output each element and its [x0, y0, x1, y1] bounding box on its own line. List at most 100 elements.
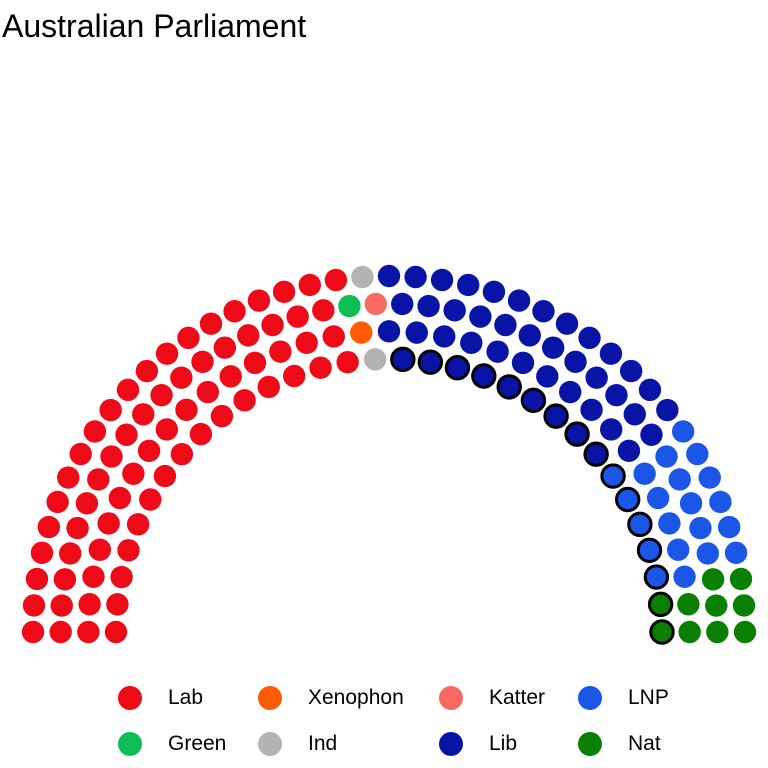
- seat-lab: [237, 324, 260, 347]
- seat-lnp: [724, 541, 748, 564]
- legend-item-ind: Ind: [258, 722, 337, 766]
- seat-lnp: [600, 463, 626, 489]
- seat-lib: [532, 300, 555, 323]
- legend-item-lib: Lib: [439, 722, 517, 766]
- seat-lib: [638, 378, 662, 402]
- seat-lnp: [717, 515, 741, 539]
- seat-lib: [390, 346, 416, 373]
- legend-label: LNP: [628, 686, 669, 709]
- seat-lab: [336, 350, 359, 374]
- seat-lib: [541, 336, 565, 359]
- seat-lab: [233, 389, 256, 412]
- seat-lab: [106, 593, 129, 616]
- seat-lib: [656, 398, 679, 422]
- seat-green: [338, 294, 361, 318]
- seat-lnp: [679, 492, 703, 515]
- seat-lnp: [671, 420, 695, 443]
- seat-lnp: [643, 564, 670, 590]
- legend-item-lnp: LNP: [578, 676, 669, 720]
- seat-lib: [578, 326, 601, 350]
- seat-lab: [312, 299, 335, 322]
- chart-title: Australian Parliament: [2, 8, 307, 44]
- seat-nat: [647, 591, 674, 618]
- seat-lnp: [633, 462, 656, 485]
- seat-lab: [170, 442, 194, 466]
- seat-lib: [443, 299, 466, 322]
- seat-ind: [363, 348, 387, 371]
- seat-lib: [377, 264, 401, 288]
- legend-item-nat: Nat: [578, 722, 661, 766]
- seat-lib: [511, 351, 535, 375]
- seat-lab: [110, 565, 133, 589]
- seat-lib: [585, 366, 608, 389]
- seat-lnp: [655, 445, 678, 468]
- seat-lab: [309, 356, 332, 379]
- seat-lib: [583, 441, 609, 467]
- seat-lib: [469, 305, 492, 328]
- seat-lib: [600, 418, 623, 441]
- seat-lib: [564, 421, 590, 447]
- seat-xenophon: [350, 321, 373, 344]
- seat-lnp: [668, 468, 691, 491]
- seat-lab: [69, 442, 92, 466]
- seat-nat: [649, 619, 675, 645]
- seat-lib: [377, 320, 401, 343]
- seat-lab: [100, 445, 123, 468]
- seat-lab: [137, 439, 161, 463]
- seat-lib: [520, 387, 547, 414]
- legend-swatch: [578, 686, 602, 710]
- seat-lab: [57, 466, 80, 489]
- legend-label: Ind: [308, 732, 338, 755]
- seat-lib: [599, 342, 623, 365]
- legend-item-katter: Katter: [439, 676, 545, 720]
- seat-lnp: [698, 466, 721, 489]
- seat-lab: [126, 513, 150, 536]
- seat-lab: [77, 620, 100, 644]
- seat-lab: [322, 325, 345, 348]
- seat-lab: [272, 280, 296, 304]
- seat-lab: [286, 305, 309, 328]
- seat-lib: [482, 280, 506, 304]
- seat-lib: [518, 324, 541, 347]
- seat-lib: [619, 359, 643, 383]
- seat-nat: [733, 620, 757, 644]
- seat-lib: [640, 423, 663, 446]
- seat-lib: [460, 331, 483, 355]
- seat-lab: [175, 398, 198, 421]
- seat-lab: [210, 404, 234, 428]
- seat-lab: [177, 326, 200, 350]
- seat-lab: [155, 418, 178, 441]
- seat-lab: [196, 380, 220, 404]
- seat-lib: [617, 439, 641, 463]
- seat-nat: [706, 620, 729, 644]
- legend-label: Katter: [489, 686, 546, 709]
- legend-swatch: [258, 732, 282, 756]
- seat-lib: [496, 374, 522, 400]
- seat-lab: [46, 490, 69, 514]
- legend-item-xenophon: Xenophon: [258, 676, 404, 720]
- seat-lib: [494, 313, 517, 337]
- seat-lnp: [673, 565, 696, 588]
- legend-swatch: [439, 732, 463, 756]
- seat-lab: [115, 423, 138, 446]
- seat-lab: [75, 492, 99, 515]
- seat-lib: [417, 349, 444, 375]
- seat-lib: [486, 340, 509, 363]
- seat-lnp: [636, 537, 663, 563]
- seat-lab: [49, 620, 72, 644]
- seat-lab: [116, 378, 140, 402]
- seat-lnp: [646, 486, 670, 510]
- seat-lab: [99, 398, 122, 422]
- seat-nat: [678, 620, 701, 644]
- seat-lab: [25, 567, 49, 591]
- seat-lnp: [696, 542, 719, 565]
- legend-label: Lab: [168, 686, 204, 709]
- seat-lab: [191, 350, 214, 373]
- legend-swatch: [118, 686, 142, 710]
- seat-lib: [555, 312, 579, 335]
- legend-swatch: [439, 686, 463, 710]
- chart-legend: Lab Xenophon Katter LNP Green Ind Lib Na…: [0, 676, 768, 764]
- seat-nat: [701, 568, 725, 591]
- seat-lab: [199, 312, 223, 335]
- seat-lib: [623, 403, 646, 426]
